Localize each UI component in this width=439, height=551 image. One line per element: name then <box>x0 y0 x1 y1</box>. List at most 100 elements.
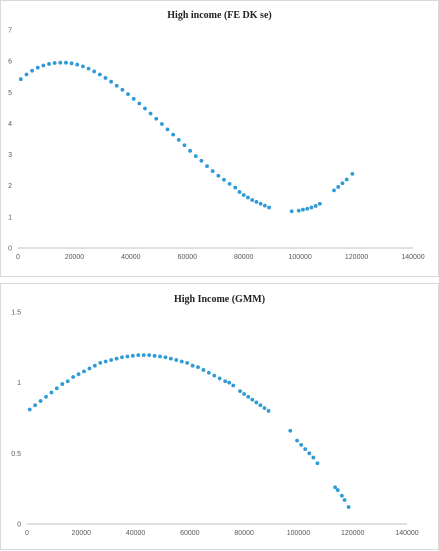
scatter-plot-fe-dk: 0 20000 40000 60000 80000 100000 120000 140000 0… <box>8 28 425 262</box>
y-tick-label: 4 <box>8 121 12 128</box>
x-tick-label: 60000 <box>180 530 200 537</box>
data-point <box>339 493 344 498</box>
data-point <box>267 205 272 210</box>
y-tick-label: 0.5 <box>11 451 21 458</box>
data-point <box>54 386 59 391</box>
data-point <box>120 87 125 92</box>
data-point <box>311 455 316 460</box>
data-point <box>340 181 345 186</box>
data-point <box>65 379 70 384</box>
data-point <box>241 193 246 197</box>
data-point <box>137 101 142 106</box>
x-tick-label: 20000 <box>72 530 92 537</box>
data-point <box>196 365 200 370</box>
data-point <box>258 403 263 408</box>
data-point <box>222 177 226 182</box>
data-point <box>179 359 184 364</box>
data-point <box>30 68 35 73</box>
data-point <box>190 363 195 368</box>
chart-title: High Income (GMM) <box>173 294 266 305</box>
data-point <box>332 188 336 193</box>
scatter-plot-gmm: 0 20000 40000 60000 80000 100000 120000 140000 0… <box>11 310 419 538</box>
data-point <box>250 198 255 202</box>
x-tick-label: 80000 <box>234 530 254 537</box>
data-point <box>49 390 54 395</box>
data-point <box>295 438 299 443</box>
x-tick-label: 80000 <box>234 254 254 261</box>
data-point <box>210 169 215 173</box>
data-point <box>250 397 255 402</box>
data-point <box>335 488 340 492</box>
data-point <box>92 363 97 368</box>
data-point <box>246 394 251 399</box>
data-point <box>114 356 119 361</box>
data-point <box>47 62 51 66</box>
data-point <box>185 360 190 365</box>
data-point <box>148 111 153 116</box>
data-point <box>71 375 76 379</box>
data-point <box>38 399 43 403</box>
data-point <box>75 62 80 67</box>
data-point <box>163 355 168 360</box>
data-point <box>87 366 92 371</box>
x-tick-label: 0 <box>16 254 20 261</box>
x-tick-label: 60000 <box>178 254 198 261</box>
data-point <box>52 61 57 65</box>
y-tick-label: 7 <box>8 28 12 35</box>
data-point <box>131 96 136 101</box>
data-point <box>76 372 81 377</box>
data-point <box>141 353 146 358</box>
x-tick-label: 120000 <box>345 254 368 261</box>
data-point <box>344 177 349 182</box>
x-tick-label: 140000 <box>395 530 418 537</box>
y-tick-label: 3 <box>8 152 12 159</box>
data-point <box>60 382 65 386</box>
data-point <box>237 190 242 194</box>
data-point <box>227 380 232 385</box>
x-tick-label: 100000 <box>288 254 311 261</box>
data-point <box>303 447 308 451</box>
data-point <box>18 77 23 82</box>
x-tick-label: 20000 <box>65 254 85 261</box>
data-point <box>35 65 40 70</box>
data-point <box>333 485 337 490</box>
data-point <box>199 158 204 163</box>
data-point <box>103 359 108 364</box>
data-point <box>223 379 228 384</box>
data-point <box>126 92 130 97</box>
data-point <box>299 442 304 447</box>
data-point <box>69 61 74 66</box>
chart-panel-high-income-gmm: High Income (GMM) 0 20000 40000 60000 80000 1… <box>0 283 439 550</box>
data-point <box>152 353 157 358</box>
data-point <box>33 403 38 408</box>
data-point <box>309 205 314 210</box>
x-tick-label: 0 <box>25 530 29 537</box>
data-point <box>233 185 238 190</box>
data-point <box>41 63 46 68</box>
y-tick-label: 1.5 <box>11 310 21 317</box>
data-point <box>103 76 108 80</box>
data-point <box>159 122 164 126</box>
data-point <box>125 354 130 359</box>
data-point <box>307 451 312 456</box>
data-point <box>136 353 141 358</box>
data-point <box>205 164 209 168</box>
y-tick-label: 5 <box>8 90 12 97</box>
data-point <box>86 66 91 71</box>
y-tick-label: 1 <box>17 380 21 387</box>
data-point <box>254 400 259 405</box>
data-point <box>342 498 347 502</box>
data-point <box>315 461 320 466</box>
data-point <box>217 376 222 381</box>
data-point <box>242 392 247 396</box>
data-point <box>296 208 301 213</box>
data-point <box>130 353 135 358</box>
data-point <box>346 505 351 509</box>
data-point <box>109 358 114 362</box>
data-point <box>158 354 162 359</box>
data-point <box>168 356 173 361</box>
data-point <box>262 406 267 411</box>
data-point <box>171 132 176 137</box>
data-point <box>313 204 318 208</box>
x-tick-label: 100000 <box>287 530 310 537</box>
